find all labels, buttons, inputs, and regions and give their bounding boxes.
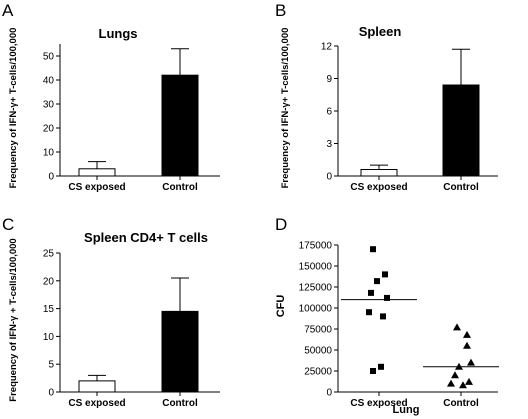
panel-c-spleen-cd4: C Spleen CD4+ T cells Frequency of IFN-γ… <box>2 215 220 409</box>
bar-control <box>442 84 480 177</box>
y-tick-label: 6 <box>326 107 332 118</box>
panel-letter-c: C <box>2 215 14 234</box>
y-tick-label: 3 <box>326 139 332 150</box>
y-tick-label: 20 <box>43 276 55 287</box>
data-point-triangle <box>447 379 455 387</box>
data-point-triangle <box>459 381 467 389</box>
y-tick-label: 12 <box>321 42 333 53</box>
data-point-triangle <box>467 358 475 366</box>
y-tick-label: 0 <box>48 172 54 183</box>
bar-cs-exposed <box>78 380 116 393</box>
panel-b-spleen: B Spleen Frequency of IFN-γ+ T-cells/100… <box>275 1 498 193</box>
x-tick-label: Control <box>162 182 198 193</box>
y-tick-label: 125000 <box>299 283 333 294</box>
x-tick-label: Control <box>443 398 479 409</box>
bar-control <box>161 74 199 177</box>
y-tick-label: 175000 <box>299 241 333 252</box>
y-tick-label: 150000 <box>299 262 333 273</box>
data-point-square <box>374 278 380 285</box>
y-axis-label: Frequency of IFN-γ + T-cells/100,000 <box>8 238 19 401</box>
y-tick-label: 50 <box>43 52 55 63</box>
chart-title: Spleen <box>359 24 402 39</box>
x-tick-label: Control <box>443 182 479 193</box>
panel-letter-b: B <box>275 1 286 20</box>
y-axis-label: CFU <box>275 295 287 318</box>
y-tick-label: 15 <box>43 304 55 315</box>
y-tick-label: 0 <box>326 388 332 399</box>
y-tick-label: 0 <box>326 172 332 183</box>
data-point-square <box>368 289 374 296</box>
chart-title: Lungs <box>99 26 138 41</box>
panel-a-lungs: A Lungs Frequency of IFN-γ+ T-cells/100,… <box>2 1 220 193</box>
y-axis-label: Frequency of IFN-γ+ T-cells/100,000 <box>8 28 19 189</box>
data-point-square <box>370 246 376 253</box>
data-point-triangle <box>465 377 473 385</box>
y-axis-label: Frequency of IFN-γ+ T-cells/100,000 <box>280 28 291 189</box>
data-point-triangle <box>453 323 461 331</box>
y-tick-label: 5 <box>48 360 54 371</box>
bar-control <box>161 310 199 393</box>
data-point-triangle <box>463 330 471 338</box>
x-tick-label: CS exposed <box>350 398 407 409</box>
data-point-triangle <box>451 371 459 379</box>
y-tick-label: 25000 <box>304 367 332 378</box>
data-point-square <box>384 294 390 301</box>
y-tick-label: 75000 <box>304 325 332 336</box>
data-point-square <box>380 313 386 320</box>
bar-cs-exposed <box>78 168 116 177</box>
data-point-square <box>378 363 384 370</box>
y-tick-label: 25 <box>43 249 55 260</box>
x-tick-label: CS exposed <box>350 182 407 193</box>
data-point-square <box>370 368 376 374</box>
bar-cs-exposed <box>360 169 398 177</box>
y-tick-label: 40 <box>43 76 55 87</box>
chart-title: Spleen CD4+ T cells <box>84 230 208 245</box>
y-tick-label: 100000 <box>299 304 333 315</box>
data-point-triangle <box>463 341 471 349</box>
y-tick-label: 50000 <box>304 346 332 357</box>
y-tick-label: 10 <box>43 148 55 159</box>
panel-d-cfu: D CFU Lung 0 25000 50000 75000 100000 125000 1… <box>275 215 499 416</box>
data-point-square <box>366 309 372 316</box>
y-tick-label: 30 <box>43 100 55 111</box>
y-tick-label: 20 <box>43 124 55 135</box>
y-tick-label: 9 <box>326 74 332 85</box>
panel-letter-d: D <box>275 215 287 234</box>
x-tick-label: CS exposed <box>68 398 125 409</box>
x-axis-label: Lung <box>393 404 420 416</box>
panel-letter-a: A <box>2 1 14 20</box>
data-point-square <box>382 271 388 278</box>
x-tick-label: CS exposed <box>68 182 125 193</box>
x-tick-label: Control <box>162 398 198 409</box>
y-tick-label: 10 <box>43 332 55 343</box>
y-tick-label: 0 <box>48 388 54 399</box>
